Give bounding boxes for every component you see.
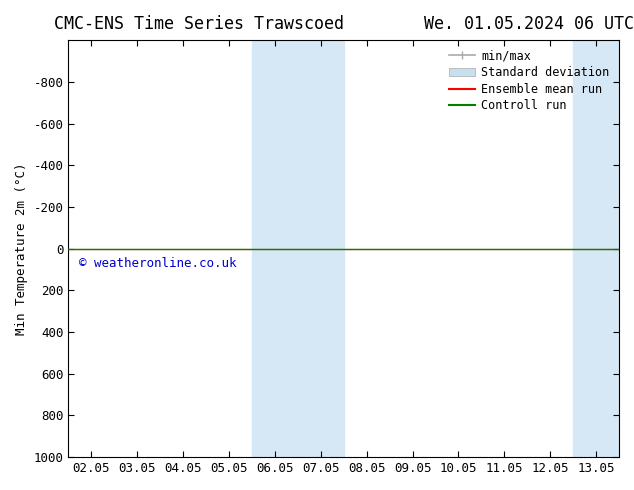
- Legend: min/max, Standard deviation, Ensemble mean run, Controll run: min/max, Standard deviation, Ensemble me…: [446, 46, 613, 116]
- Title: CMC-ENS Time Series Trawscoed        We. 01.05.2024 06 UTC: CMC-ENS Time Series Trawscoed We. 01.05.…: [54, 15, 634, 33]
- Y-axis label: Min Temperature 2m (°C): Min Temperature 2m (°C): [15, 162, 28, 335]
- Bar: [252, 40, 344, 457]
- Bar: [573, 40, 634, 457]
- Text: © weatheronline.co.uk: © weatheronline.co.uk: [79, 257, 237, 270]
